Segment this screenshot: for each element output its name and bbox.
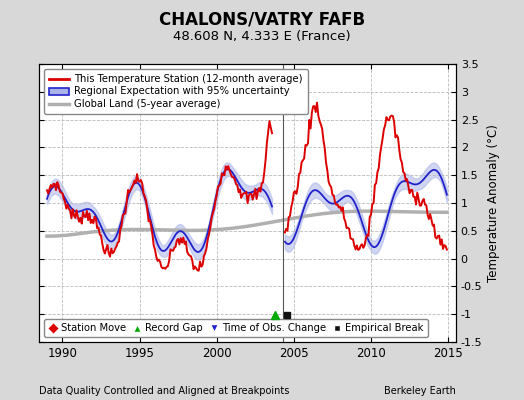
Legend: Station Move, Record Gap, Time of Obs. Change, Empirical Break: Station Move, Record Gap, Time of Obs. C…: [45, 319, 428, 337]
Text: CHALONS/VATRY FAFB: CHALONS/VATRY FAFB: [159, 10, 365, 28]
Text: Berkeley Earth: Berkeley Earth: [384, 386, 456, 396]
Text: Data Quality Controlled and Aligned at Breakpoints: Data Quality Controlled and Aligned at B…: [39, 386, 290, 396]
Text: 48.608 N, 4.333 E (France): 48.608 N, 4.333 E (France): [173, 30, 351, 43]
Y-axis label: Temperature Anomaly (°C): Temperature Anomaly (°C): [486, 124, 499, 282]
